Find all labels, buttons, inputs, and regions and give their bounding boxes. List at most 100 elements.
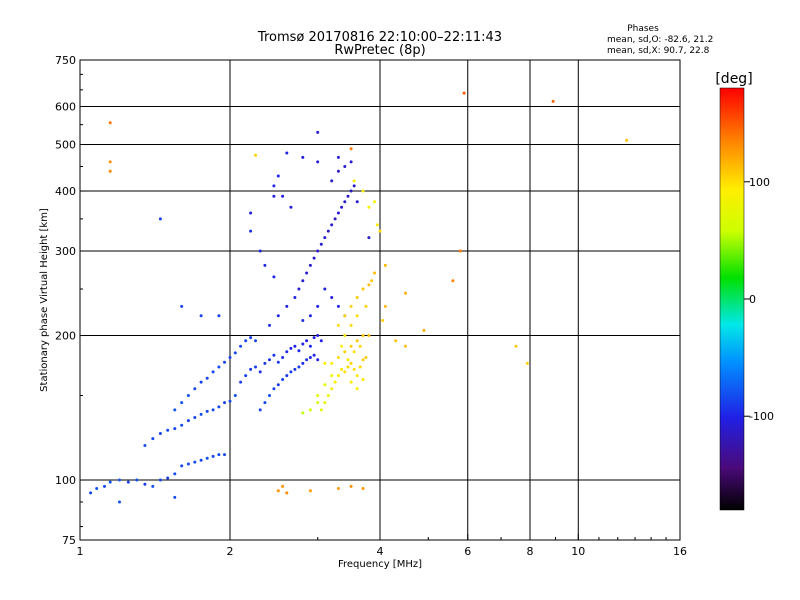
data-point [361,334,365,337]
data-point [625,138,629,142]
data-point [285,151,289,155]
data-point [193,416,197,419]
data-point [361,487,365,490]
data-point [323,383,327,387]
data-point [199,314,203,318]
data-point [205,376,209,380]
data-point [199,458,203,462]
data-point [118,500,121,504]
chart-title: Tromsø 20170816 22:10:00–22:11:43 [257,30,502,45]
data-point [355,374,359,378]
data-point [349,323,353,327]
data-point [151,484,155,488]
data-point [103,484,106,488]
data-point [316,401,320,405]
data-point [233,351,237,355]
y-tick-label: 400 [55,185,76,198]
data-point [308,408,312,412]
data-point [223,401,226,405]
data-point [381,319,385,322]
data-point [361,189,365,193]
data-point [361,287,365,291]
data-point [217,314,221,318]
data-point [173,427,177,431]
data-point [272,387,276,391]
data-point [394,339,398,343]
chart-subtitle: RwPretec (8p) [334,43,425,58]
x-axis-ticks: 1 2 4 6 8 10 16 [77,534,687,558]
data-point [305,358,309,362]
data-point [272,275,276,279]
data-point [340,344,344,348]
data-point [211,370,215,374]
data-point [451,279,455,283]
data-point [180,401,184,405]
data-point [330,387,334,391]
data-point [263,401,267,405]
data-point [551,99,555,103]
data-point [293,344,297,348]
data-point [301,361,305,365]
data-point [367,205,371,209]
data-point [276,360,280,364]
data-point [458,249,462,253]
data-point [301,279,305,283]
data-point [258,249,262,253]
data-point [343,165,347,168]
data-point [254,365,257,369]
colorbar [719,87,745,511]
data-point [244,374,248,378]
data-point [323,401,327,405]
data-point [297,349,301,353]
data-point [180,464,184,468]
data-point [305,271,309,275]
data-point [308,263,312,267]
x-tick-label: 1 [77,545,84,558]
data-point [343,350,347,354]
data-point [268,358,271,362]
x-tick-label: 10 [571,545,585,558]
y-tick-label: 300 [55,245,76,258]
data-point [349,361,353,365]
data-point [95,487,99,490]
data-point [258,370,262,374]
data-point [316,304,320,308]
data-point [272,184,276,188]
x-tick-label: 2 [227,545,234,558]
data-point [330,296,334,299]
data-point [239,344,243,348]
data-point [249,229,253,233]
data-point [312,256,316,260]
data-point [126,480,130,484]
data-point [205,456,209,460]
data-point [316,334,320,337]
data-point [364,356,368,359]
data-point [349,380,353,384]
y-axis-ticks: 75 100 200 300 400 500 600 750 [55,54,86,547]
data-point [301,411,305,415]
data-point [349,484,353,488]
data-point [233,394,237,397]
data-point [336,356,340,359]
data-point [375,223,379,227]
data-point [312,336,316,340]
data-point [355,314,359,318]
data-point [281,378,285,381]
data-point [305,339,309,343]
x-axis-label: Frequency [MHz] [338,559,422,570]
data-point [316,160,320,164]
data-point [297,287,301,291]
data-point [352,179,356,183]
data-point [199,412,203,416]
data-point [319,339,323,343]
data-point [186,462,190,466]
data-point [358,365,362,369]
data-point [340,367,344,371]
data-point [367,283,371,287]
data-point [352,184,356,188]
data-point [404,344,407,348]
data-point [166,476,170,480]
data-point [180,304,184,308]
colorbar-ticks: 100 0 -100 [744,176,774,423]
data-point [358,344,362,348]
